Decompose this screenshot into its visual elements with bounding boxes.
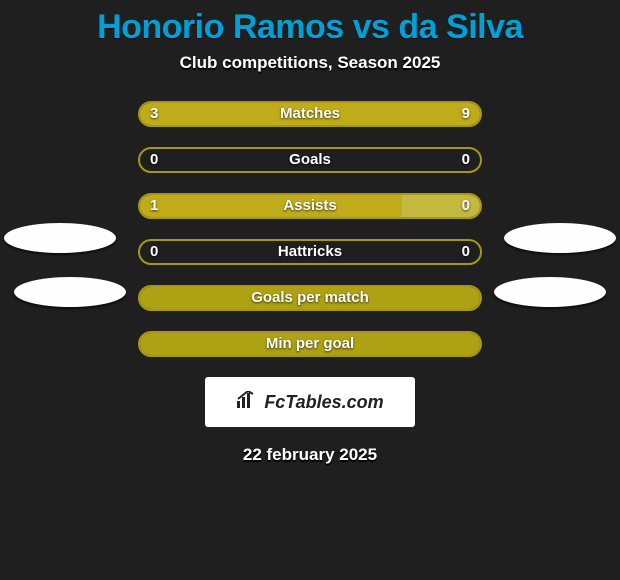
stat-label: Goals per match — [140, 287, 480, 309]
footer-date: 22 february 2025 — [0, 445, 620, 465]
stat-bars: 39Matches 00Goals 10Assists 00Hattricks Goal… — [138, 101, 482, 357]
stat-row: 00Hattricks — [138, 239, 482, 265]
stat-row: Min per goal — [138, 331, 482, 357]
stat-label: Hattricks — [140, 241, 480, 263]
player-cap-left — [4, 223, 116, 253]
player-cap-right — [504, 223, 616, 253]
chart-stage: 39Matches 00Goals 10Assists 00Hattricks Goal… — [0, 101, 620, 357]
stat-row: 39Matches — [138, 101, 482, 127]
stat-label: Matches — [140, 103, 480, 125]
chart-icon — [236, 391, 258, 414]
stat-row: 00Goals — [138, 147, 482, 173]
branding-label: FcTables.com — [264, 392, 383, 413]
page-subtitle: Club competitions, Season 2025 — [0, 53, 620, 73]
stat-label: Goals — [140, 149, 480, 171]
player-cap-left — [14, 277, 126, 307]
stat-label: Min per goal — [140, 333, 480, 355]
page-title: Honorio Ramos vs da Silva — [0, 8, 620, 47]
stat-label: Assists — [140, 195, 480, 217]
stat-row: Goals per match — [138, 285, 482, 311]
stat-row: 10Assists — [138, 193, 482, 219]
player-cap-right — [494, 277, 606, 307]
branding-badge: FcTables.com — [205, 377, 415, 427]
